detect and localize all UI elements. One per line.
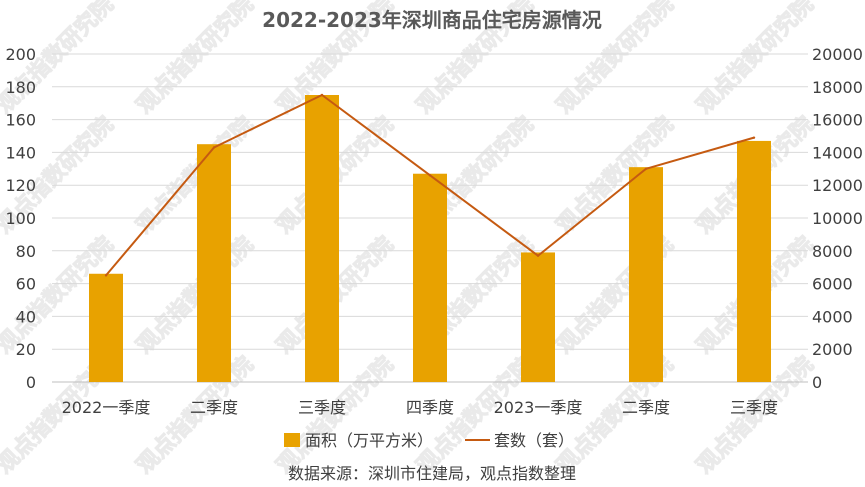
bar <box>197 144 231 382</box>
legend-swatch-bar <box>284 433 300 447</box>
line-point <box>536 254 540 257</box>
y-left-tick-label: 160 <box>5 111 36 130</box>
legend: 面积（万平方米） 套数（套） <box>284 431 574 450</box>
y-left-tick-label: 20 <box>16 340 36 359</box>
y-axis-right: 0 2000 4000 6000 8000 10000 12000 14000 16000 180… <box>812 45 863 392</box>
y-right-tick-label: 10000 <box>812 209 863 228</box>
y-right-tick-label: 8000 <box>812 242 853 261</box>
line-point <box>428 174 432 177</box>
y-left-tick-label: 80 <box>16 242 36 261</box>
legend-label-bar: 面积（万平方米） <box>305 431 433 450</box>
x-tick-label: 2023一季度 <box>494 398 583 417</box>
line-point <box>104 274 108 277</box>
bar <box>521 252 555 382</box>
y-right-tick-label: 2000 <box>812 340 853 359</box>
y-left-tick-label: 140 <box>5 143 36 162</box>
bar <box>629 167 663 382</box>
y-left-tick-label: 120 <box>5 176 36 195</box>
watermark-text: 观点指数研究院 <box>131 111 258 238</box>
x-tick-label: 四季度 <box>406 398 454 417</box>
x-tick-label: 三季度 <box>298 398 346 417</box>
x-axis: 2022一季度 二季度 三季度 四季度 2023一季度 二季度 三季度 <box>62 398 778 417</box>
y-left-tick-label: 180 <box>5 78 36 97</box>
x-tick-label: 二季度 <box>190 398 238 417</box>
y-right-tick-label: 4000 <box>812 307 853 326</box>
bar-series <box>89 95 771 382</box>
y-left-tick-label: 60 <box>16 275 36 294</box>
y-right-tick-label: 18000 <box>812 78 863 97</box>
source-note: 数据来源：深圳市住建局，观点指数整理 <box>288 464 576 483</box>
line-point <box>644 167 648 170</box>
y-left-tick-label: 0 <box>26 373 36 392</box>
legend-label-line: 套数（套） <box>494 431 574 450</box>
y-right-tick-label: 16000 <box>812 111 863 130</box>
y-right-tick-label: 20000 <box>812 45 863 64</box>
line-point <box>320 93 324 97</box>
watermark-text: 观点指数研究院 <box>691 0 818 119</box>
line-point <box>752 136 756 139</box>
y-right-tick-label: 12000 <box>812 176 863 195</box>
y-right-tick-label: 6000 <box>812 275 853 294</box>
line-series <box>104 93 756 277</box>
bar <box>413 173 447 382</box>
bar <box>305 95 339 382</box>
x-tick-label: 二季度 <box>622 398 670 417</box>
x-tick-label: 2022一季度 <box>62 398 151 417</box>
y-right-tick-label: 14000 <box>812 143 863 162</box>
line-point <box>212 146 216 149</box>
y-axis-left: 0 20 40 60 80 100 120 140 160 180 200 <box>5 45 36 392</box>
y-left-tick-label: 40 <box>16 307 36 326</box>
watermark-text: 观点指数研究院 <box>131 0 258 119</box>
x-tick-label: 三季度 <box>730 398 778 417</box>
chart-title: 2022-2023年深圳商品住宅房源情况 <box>262 8 602 32</box>
bar <box>89 273 123 382</box>
y-left-tick-label: 100 <box>5 209 36 228</box>
y-right-tick-label: 0 <box>812 373 822 392</box>
y-left-tick-label: 200 <box>5 45 36 64</box>
bar <box>737 140 771 382</box>
